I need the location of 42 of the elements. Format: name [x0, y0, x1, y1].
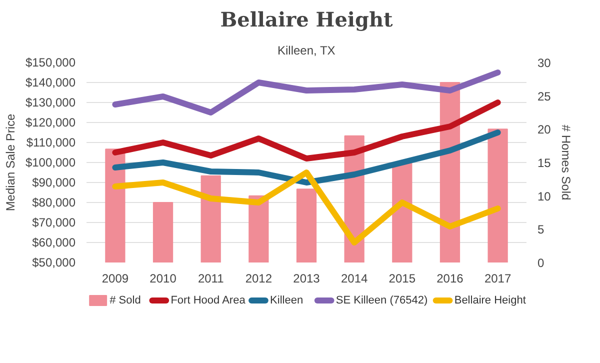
x-tick-label: 2011 — [198, 272, 224, 286]
y-tick-label: $120,000 — [25, 116, 76, 130]
bar — [296, 188, 317, 262]
y2-axis-title: # Homes Sold — [558, 124, 573, 200]
chart-subtitle: Killeen, TX — [277, 44, 336, 58]
x-tick-label: 2015 — [388, 272, 416, 286]
x-tick-label: 2010 — [150, 272, 177, 286]
x-tick-label: 2013 — [293, 272, 320, 286]
bar — [105, 148, 126, 262]
chart-title: Bellaire Height — [220, 8, 394, 32]
legend-label: Killeen — [270, 294, 304, 306]
x-tick-label: 2016 — [436, 272, 464, 286]
y2-tick-label: 10 — [538, 189, 552, 204]
x-tick-label: 2012 — [245, 272, 272, 286]
y2-tick-label: 5 — [538, 222, 544, 237]
y-tick-label: $130,000 — [25, 96, 76, 110]
legend-label: Fort Hood Area — [170, 294, 246, 306]
y2-tick-label: 15 — [538, 156, 552, 170]
bar — [152, 202, 174, 262]
y-tick-label: $90,000 — [32, 176, 76, 190]
y2-tick-label: 30 — [538, 56, 552, 70]
y-tick-label: $100,000 — [25, 156, 76, 170]
y-tick-label: $110,000 — [26, 136, 76, 150]
y2-tick-label: 20 — [538, 122, 552, 137]
y-tick-label: $50,000 — [32, 256, 76, 270]
x-tick-label: 2009 — [102, 272, 129, 286]
legend-label: # Sold — [110, 294, 141, 306]
y-tick-label: $60,000 — [32, 236, 76, 250]
bar — [200, 175, 221, 262]
legend-label: SE Killeen (76542) — [336, 294, 428, 306]
y2-tick-label: 25 — [538, 89, 552, 104]
y-tick-label: $140,000 — [25, 76, 76, 90]
x-tick-label: 2017 — [484, 272, 512, 286]
legend-label: Bellaire Height — [454, 294, 526, 306]
y-tick-label: $70,000 — [32, 216, 76, 230]
y-axis-title: Median Sale Price — [3, 113, 18, 212]
y-tick-label: $150,000 — [25, 56, 76, 70]
x-tick-label: 2014 — [340, 272, 368, 286]
y-tick-label: $80,000 — [32, 196, 76, 210]
bar — [248, 195, 269, 262]
bar — [488, 128, 508, 262]
y2-tick-label: 0 — [538, 256, 544, 270]
